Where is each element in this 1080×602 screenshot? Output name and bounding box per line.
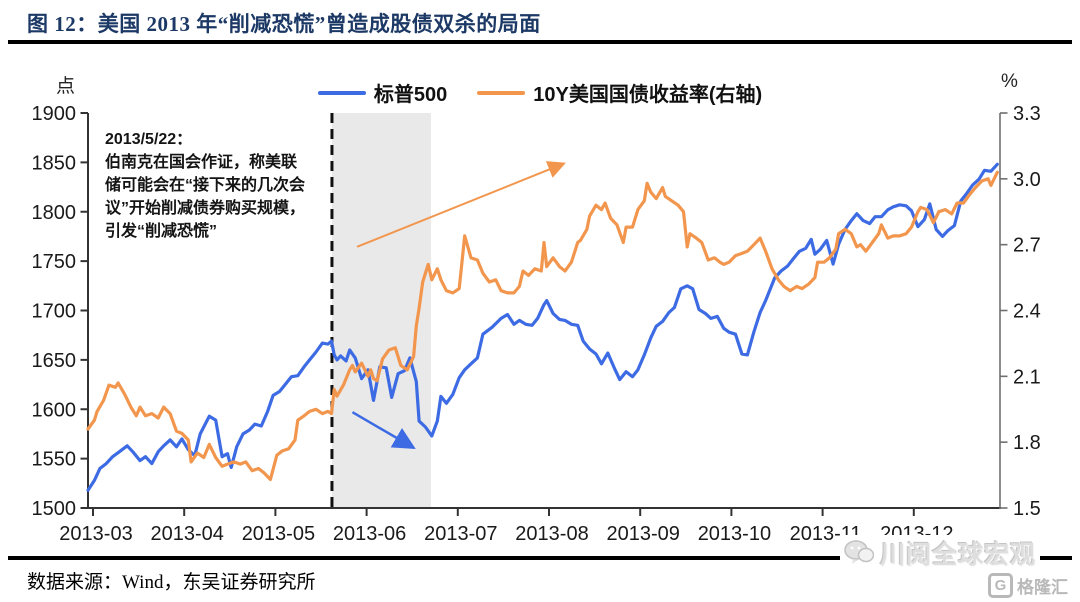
x-axis-tick-label: 2013-04 <box>150 523 223 545</box>
watermark: 川阅全球宏观 <box>839 535 1040 571</box>
taper-tantrum-band <box>331 113 431 508</box>
left-axis-unit: 点 <box>56 76 76 97</box>
left-axis-tick-label: 1550 <box>32 449 77 471</box>
right-axis-unit: % <box>1001 71 1018 92</box>
right-axis-tick-label: 3.3 <box>1013 103 1041 125</box>
left-axis-tick-label: 1650 <box>32 350 77 372</box>
x-axis-tick-label: 2013-06 <box>333 523 406 545</box>
figure-title: 图 12：美国 2013 年“削减恐慌”曾造成股债双杀的局面 <box>27 12 541 36</box>
left-axis-tick-label: 1500 <box>32 498 77 520</box>
brand-logo-icon: G <box>988 573 1013 598</box>
legend-item-sp500: 标普500 <box>317 78 448 107</box>
legend-label-sp500: 标普500 <box>373 84 448 106</box>
x-axis-tick-label: 2013-03 <box>59 523 132 545</box>
x-axis-tick-label: 2013-09 <box>606 523 679 545</box>
event-text: 伯南克在国会作证，称美联储可能会在“接下来的几次会议”开始削减债券购买规模，引发… <box>105 154 306 240</box>
right-axis-tick-label: 3.0 <box>1013 169 1041 191</box>
footer-divider <box>8 556 1072 560</box>
left-axis-tick-label: 1700 <box>32 301 77 323</box>
yield-up-arrow <box>356 161 566 248</box>
brand-logo: G 格隆汇 <box>988 573 1068 598</box>
right-axis-tick-label: 2.1 <box>1013 366 1041 388</box>
x-axis-tick-label: 2013-10 <box>698 523 771 545</box>
x-axis-tick-label: 2013-08 <box>515 523 588 545</box>
brand-logo-name: 格隆汇 <box>1017 578 1068 597</box>
series-line-10y-yield <box>86 170 999 482</box>
watermark-text: 川阅全球宏观 <box>879 541 1036 569</box>
left-axis-tick-label: 1750 <box>32 251 77 273</box>
stock-down-arrow <box>351 411 416 450</box>
sp500-line-swatch <box>317 90 366 95</box>
x-axis-tick-label: 2013-07 <box>424 523 497 545</box>
right-axis-tick-label: 1.5 <box>1013 498 1041 520</box>
left-axis-tick-label: 1900 <box>32 103 77 125</box>
wechat-icon <box>844 540 874 564</box>
right-axis-tick-label: 1.8 <box>1013 432 1041 454</box>
left-axis-tick-label: 1800 <box>32 202 77 224</box>
title-divider <box>8 40 1072 44</box>
right-axis-tick-label: 2.4 <box>1013 301 1041 323</box>
chart-legend: 标普500 10Y美国国债收益率(右轴) <box>0 78 1080 107</box>
left-axis-tick-label: 1850 <box>32 152 77 174</box>
event-annotation: 2013/5/22： 伯南克在国会作证，称美联储可能会在“接下来的几次会议”开始… <box>105 128 309 243</box>
treasury-line-swatch <box>477 90 526 95</box>
series-line-sp500 <box>86 162 999 492</box>
data-source: 数据来源：Wind，东吴证券研究所 <box>27 572 316 593</box>
right-axis-tick-label: 2.7 <box>1013 235 1041 257</box>
legend-label-10y: 10Y美国国债收益率(右轴) <box>533 84 763 106</box>
left-axis-tick-label: 1600 <box>32 399 77 421</box>
legend-item-10y: 10Y美国国债收益率(右轴) <box>477 78 762 107</box>
x-axis-tick-label: 2013-05 <box>242 523 315 545</box>
event-date: 2013/5/22： <box>105 131 193 148</box>
